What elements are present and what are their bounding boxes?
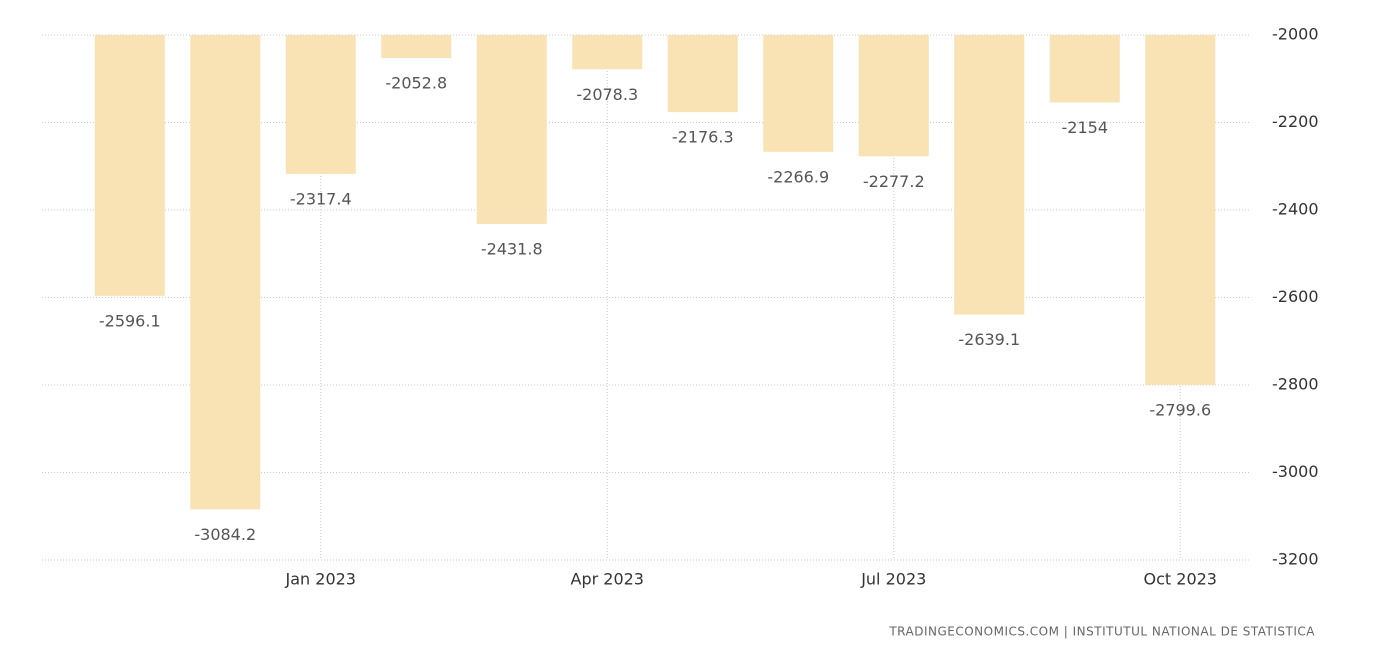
value-label: -2596.1	[99, 311, 161, 330]
bar	[667, 35, 738, 113]
value-label: -2078.3	[576, 85, 638, 104]
value-label: -2639.1	[958, 330, 1020, 349]
value-label: -2154	[1062, 118, 1109, 137]
x-tick-label: Oct 2023	[1144, 570, 1217, 589]
bar	[190, 35, 261, 510]
bar	[954, 35, 1025, 315]
bar	[94, 35, 165, 296]
x-tick-label: Jul 2023	[860, 570, 926, 589]
bar	[285, 35, 356, 174]
bar	[572, 35, 643, 70]
y-tick-label: -3000	[1272, 462, 1319, 481]
value-label: -2277.2	[863, 172, 925, 191]
y-tick-label: -2800	[1272, 375, 1319, 394]
bar	[381, 35, 452, 59]
x-tick-label: Jan 2023	[285, 570, 356, 589]
y-tick-label: -2600	[1272, 287, 1319, 306]
x-tick-label: Apr 2023	[571, 570, 644, 589]
bar	[476, 35, 547, 224]
bar	[858, 35, 929, 157]
value-label: -2431.8	[481, 239, 543, 258]
y-tick-label: -2000	[1272, 25, 1319, 44]
bar	[1145, 35, 1216, 385]
value-label: -2266.9	[767, 167, 829, 186]
value-label: -2052.8	[385, 74, 447, 93]
bar	[1049, 35, 1120, 103]
bar	[763, 35, 834, 152]
source: TRADINGECONOMICS.COM | INSTITUTUL NATION…	[888, 625, 1315, 639]
y-tick-label: -2200	[1272, 112, 1319, 131]
value-label: -2799.6	[1149, 400, 1211, 419]
y-tick-label: -2400	[1272, 200, 1319, 219]
y-tick-label: -3200	[1272, 550, 1319, 569]
value-label: -2317.4	[290, 189, 352, 208]
value-label: -2176.3	[672, 128, 734, 147]
value-label: -3084.2	[194, 525, 256, 544]
